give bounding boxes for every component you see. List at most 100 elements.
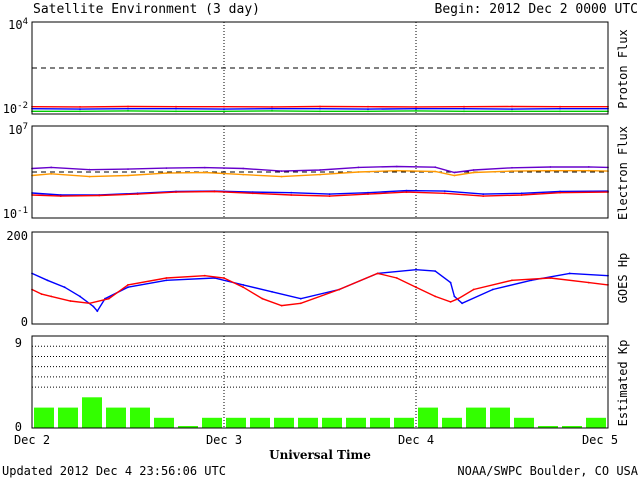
proton-ytick-bottom: 10-2 bbox=[3, 101, 28, 116]
data-point bbox=[165, 172, 168, 175]
data-point bbox=[357, 171, 360, 173]
data-point bbox=[434, 270, 437, 272]
data-point bbox=[463, 110, 465, 113]
kp-ylabel: Estimated Kp bbox=[616, 340, 630, 427]
data-point bbox=[223, 277, 225, 279]
data-point bbox=[242, 286, 245, 289]
data-point bbox=[549, 277, 552, 279]
data-point bbox=[261, 297, 264, 300]
data-point bbox=[127, 168, 129, 171]
kp-bar bbox=[106, 407, 126, 428]
kp-panel: 9 0 Estimated Kp bbox=[15, 335, 630, 434]
data-point bbox=[434, 295, 437, 298]
data-point bbox=[319, 169, 321, 171]
goes-hp-panel: 200 0 GOES Hp bbox=[6, 229, 630, 329]
data-point bbox=[203, 171, 206, 174]
proton-ytick-top: 104 bbox=[8, 17, 28, 32]
data-point bbox=[223, 110, 225, 113]
kp-bar bbox=[154, 417, 174, 428]
data-point bbox=[50, 172, 53, 175]
data-point bbox=[472, 288, 475, 291]
kp-ytick-bottom: 0 bbox=[15, 420, 22, 434]
data-point bbox=[88, 175, 91, 178]
data-point bbox=[271, 106, 273, 108]
data-point bbox=[319, 105, 321, 108]
data-point bbox=[127, 107, 129, 110]
data-point bbox=[367, 108, 369, 110]
kp-bar bbox=[82, 397, 102, 428]
data-point bbox=[338, 288, 341, 291]
data-point bbox=[328, 195, 331, 198]
proton-ylabel: Proton Flux bbox=[616, 29, 630, 108]
data-point bbox=[434, 166, 437, 169]
data-point bbox=[434, 170, 437, 173]
data-point bbox=[443, 190, 446, 193]
electron-frame bbox=[31, 125, 609, 219]
electron-ytick-bottom: 10-1 bbox=[3, 206, 28, 221]
data-point bbox=[213, 190, 216, 193]
kp-bar bbox=[466, 407, 486, 428]
data-point bbox=[449, 301, 452, 303]
data-point bbox=[127, 174, 129, 177]
data-point bbox=[280, 175, 283, 178]
data-point bbox=[559, 110, 561, 113]
data-point bbox=[50, 295, 53, 298]
data-point bbox=[463, 105, 465, 108]
kp-bar bbox=[418, 407, 438, 428]
data-point bbox=[175, 110, 177, 113]
data-point bbox=[511, 279, 513, 282]
hp-ytick-top: 200 bbox=[6, 229, 28, 243]
series-line-0 bbox=[31, 268, 609, 313]
kp-bar bbox=[178, 426, 198, 428]
data-point bbox=[127, 105, 129, 108]
data-point bbox=[472, 169, 475, 171]
hp-frame bbox=[31, 231, 609, 325]
data-point bbox=[299, 297, 302, 300]
data-point bbox=[271, 107, 273, 110]
data-point bbox=[405, 189, 408, 192]
kp-bar bbox=[58, 407, 78, 428]
data-point bbox=[96, 310, 99, 312]
kp-bar bbox=[562, 426, 582, 428]
data-point bbox=[415, 106, 417, 108]
data-point bbox=[328, 193, 331, 196]
data-point bbox=[107, 297, 110, 300]
kp-bar bbox=[514, 417, 534, 428]
data-point bbox=[79, 295, 81, 298]
data-point bbox=[415, 286, 417, 289]
kp-bar bbox=[322, 417, 342, 428]
data-point bbox=[136, 193, 139, 196]
electron-ylabel: Electron Flux bbox=[616, 126, 630, 220]
hp-ytick-bottom: 0 bbox=[21, 315, 28, 329]
proton-plot-area bbox=[31, 22, 609, 114]
kp-plot-area bbox=[32, 335, 608, 428]
data-point bbox=[453, 174, 456, 177]
data-point bbox=[587, 166, 590, 168]
data-point bbox=[50, 166, 53, 169]
proton-flux-panel: 104 10-2 Proton Flux bbox=[3, 17, 630, 116]
x-tick-dec4: Dec 4 bbox=[398, 433, 434, 447]
x-tick-dec5: Dec 5 bbox=[582, 433, 618, 447]
data-point bbox=[559, 107, 561, 110]
series-line-3 bbox=[31, 190, 609, 197]
kp-bar bbox=[394, 417, 414, 428]
data-point bbox=[443, 192, 446, 195]
kp-bar bbox=[226, 417, 246, 428]
begin-time: Begin: 2012 Dec 2 0000 UTC bbox=[435, 2, 639, 17]
data-point bbox=[549, 166, 552, 168]
data-point bbox=[280, 170, 283, 173]
data-point bbox=[511, 105, 513, 108]
kp-bar bbox=[346, 417, 366, 428]
data-point bbox=[415, 110, 417, 112]
data-point bbox=[457, 297, 460, 300]
data-point bbox=[203, 166, 206, 169]
data-point bbox=[367, 110, 369, 113]
data-point bbox=[175, 107, 177, 110]
data-point bbox=[242, 173, 245, 176]
kp-bar bbox=[250, 417, 270, 428]
kp-bar bbox=[34, 407, 54, 428]
data-point bbox=[461, 302, 463, 305]
data-point bbox=[319, 173, 321, 176]
hp-plot-area bbox=[31, 232, 609, 324]
kp-frame bbox=[31, 335, 609, 429]
